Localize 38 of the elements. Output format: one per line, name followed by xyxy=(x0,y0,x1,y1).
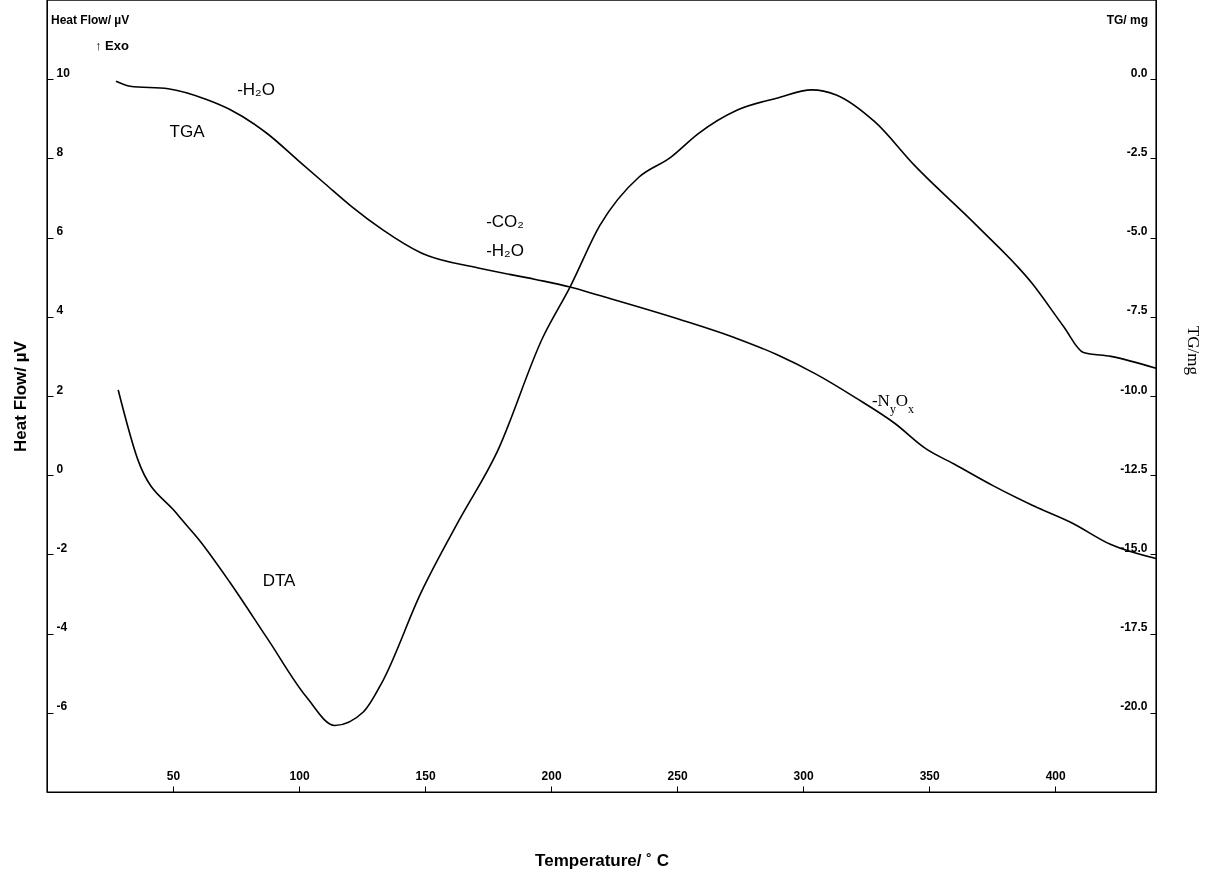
y-tick-label: -4 xyxy=(56,620,68,635)
y-tick-label: 2 xyxy=(56,382,64,397)
annotation: -H₂O xyxy=(237,80,275,99)
y2-tick-label: -20.0 xyxy=(1120,699,1148,714)
x-tick-label: 100 xyxy=(289,768,310,783)
y2-tick-label: 0.0 xyxy=(1130,65,1148,80)
y2-tick-label: -2.5 xyxy=(1126,144,1148,159)
x-tick-label: 250 xyxy=(667,768,688,783)
annotation: -H₂O xyxy=(486,241,524,260)
y-tick-label: 8 xyxy=(56,144,64,159)
x-tick-label: 50 xyxy=(166,768,181,783)
x-tick-label: 300 xyxy=(793,768,814,783)
y-tick-label: 6 xyxy=(56,224,64,239)
x-tick-label: 200 xyxy=(541,768,562,783)
y2-tick-label: -12.5 xyxy=(1120,461,1148,476)
annotation: DTA xyxy=(262,571,297,590)
y-tick-label: 10 xyxy=(56,65,71,80)
y2-tick-label: -7.5 xyxy=(1126,303,1148,318)
y2-axis-title: TG/mg xyxy=(1183,325,1203,376)
y-tick-label: -6 xyxy=(56,699,68,714)
y-tick-label: 4 xyxy=(56,303,64,318)
annotation: Heat Flow/ µV xyxy=(51,13,130,27)
annotation: -CO₂ xyxy=(486,212,524,231)
x-tick-label: 350 xyxy=(919,768,940,783)
y2-tick-label: -5.0 xyxy=(1126,224,1148,239)
y2-tick-label: -17.5 xyxy=(1120,620,1148,635)
y-tick-label: 0 xyxy=(56,461,64,476)
annotation: ↑ Exo xyxy=(95,38,130,53)
annotation: -N$_{y}$O$_{x}$ xyxy=(871,391,915,416)
annotation: TGA xyxy=(169,122,206,141)
y2-tick-label: -15.0 xyxy=(1120,540,1148,555)
x-axis-title: Temperature/ ˚ C xyxy=(535,850,669,870)
x-tick-label: 150 xyxy=(415,768,436,783)
annotation: TG/ mg xyxy=(1106,13,1148,27)
y2-tick-label: -10.0 xyxy=(1120,382,1148,397)
x-tick-label: 400 xyxy=(1045,768,1067,783)
y-axis-title: Heat Flow/ µV xyxy=(10,340,30,452)
y-tick-label: -2 xyxy=(56,540,68,555)
